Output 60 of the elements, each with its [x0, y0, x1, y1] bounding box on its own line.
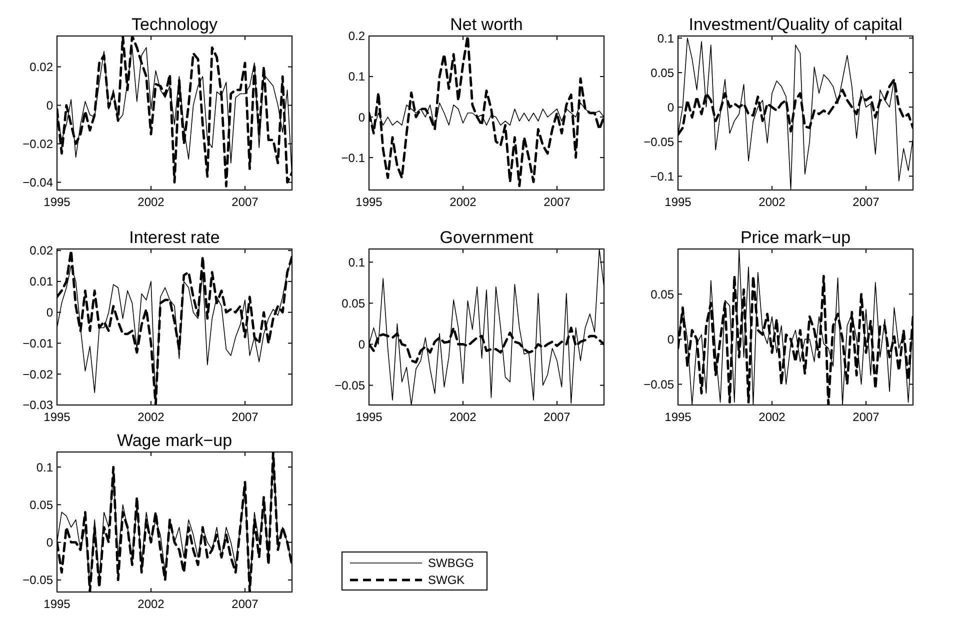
y-tick-label: −0.02: [22, 137, 54, 151]
x-tick-label: 2007: [232, 597, 259, 611]
chart-title: Government: [440, 228, 534, 247]
x-tick-label: 2007: [852, 195, 880, 209]
y-tick-label: 0.1: [657, 31, 674, 46]
y-tick-label: −0.1: [650, 169, 674, 184]
y-tick-label: 0.1: [348, 255, 366, 270]
y-tick-label: −0.05: [644, 377, 674, 392]
y-tick-label: −0.01: [22, 336, 54, 350]
y-tick-label: 0: [46, 536, 54, 550]
y-tick-label: −0.1: [341, 150, 366, 165]
y-tick-label: 0: [46, 306, 54, 320]
x-tick-label: 2007: [544, 195, 571, 209]
y-tick-label: 0.05: [650, 287, 674, 302]
y-tick-label: −0.05: [644, 134, 674, 149]
chart-title: Net worth: [450, 15, 523, 34]
x-tick-label: 2007: [232, 410, 259, 424]
y-tick-label: −0.04: [22, 176, 54, 190]
chart-title: Price mark−up: [740, 228, 851, 247]
x-tick-label: 1995: [356, 410, 383, 424]
y-tick-label: 0.1: [36, 460, 54, 474]
x-tick-label: 1995: [664, 410, 692, 424]
x-tick-label: 2007: [544, 410, 571, 424]
y-tick-label: 0.1: [348, 70, 366, 84]
y-tick-label: 0.02: [30, 60, 54, 74]
chart-title: Wage mark−up: [116, 431, 232, 450]
chart-title: Technology: [131, 15, 218, 34]
y-tick-label: 0.02: [30, 244, 54, 258]
x-tick-label: 2002: [758, 195, 786, 209]
y-tick-label: −0.03: [22, 398, 54, 412]
y-tick-label: −0.05: [22, 573, 54, 588]
y-tick-label: 0: [358, 337, 366, 352]
x-tick-label: 2002: [138, 410, 165, 424]
y-tick-label: 0.01: [30, 274, 54, 289]
x-tick-label: 2002: [758, 410, 786, 424]
y-tick-label: 0.2: [348, 29, 366, 44]
y-tick-label: −0.05: [334, 378, 366, 392]
chart-title: Interest rate: [129, 228, 220, 247]
x-tick-label: 1995: [44, 410, 71, 424]
y-tick-label: 0.05: [30, 498, 54, 512]
chart-title: Investment/Quality of capital: [688, 15, 902, 34]
x-tick-label: 2002: [450, 410, 477, 424]
y-tick-label: 0.05: [650, 66, 674, 80]
x-tick-label: 1995: [356, 195, 383, 209]
y-tick-label: 0: [667, 332, 674, 346]
x-tick-label: 2002: [450, 195, 477, 209]
x-tick-label: 2007: [232, 195, 259, 209]
y-tick-label: 0: [46, 98, 54, 112]
y-tick-label: 0: [667, 100, 674, 114]
text: SWBGG: [428, 556, 474, 570]
text: SWGK: [428, 573, 465, 588]
x-tick-label: 2007: [852, 410, 880, 424]
y-tick-label: 0.05: [342, 296, 366, 310]
x-tick-label: 1995: [664, 195, 692, 209]
x-tick-label: 1995: [44, 597, 71, 611]
y-tick-label: −0.02: [22, 367, 54, 382]
x-tick-label: 1995: [44, 195, 71, 209]
x-tick-label: 2002: [138, 195, 165, 209]
x-tick-label: 2002: [138, 597, 165, 611]
y-tick-label: 0: [358, 110, 366, 124]
